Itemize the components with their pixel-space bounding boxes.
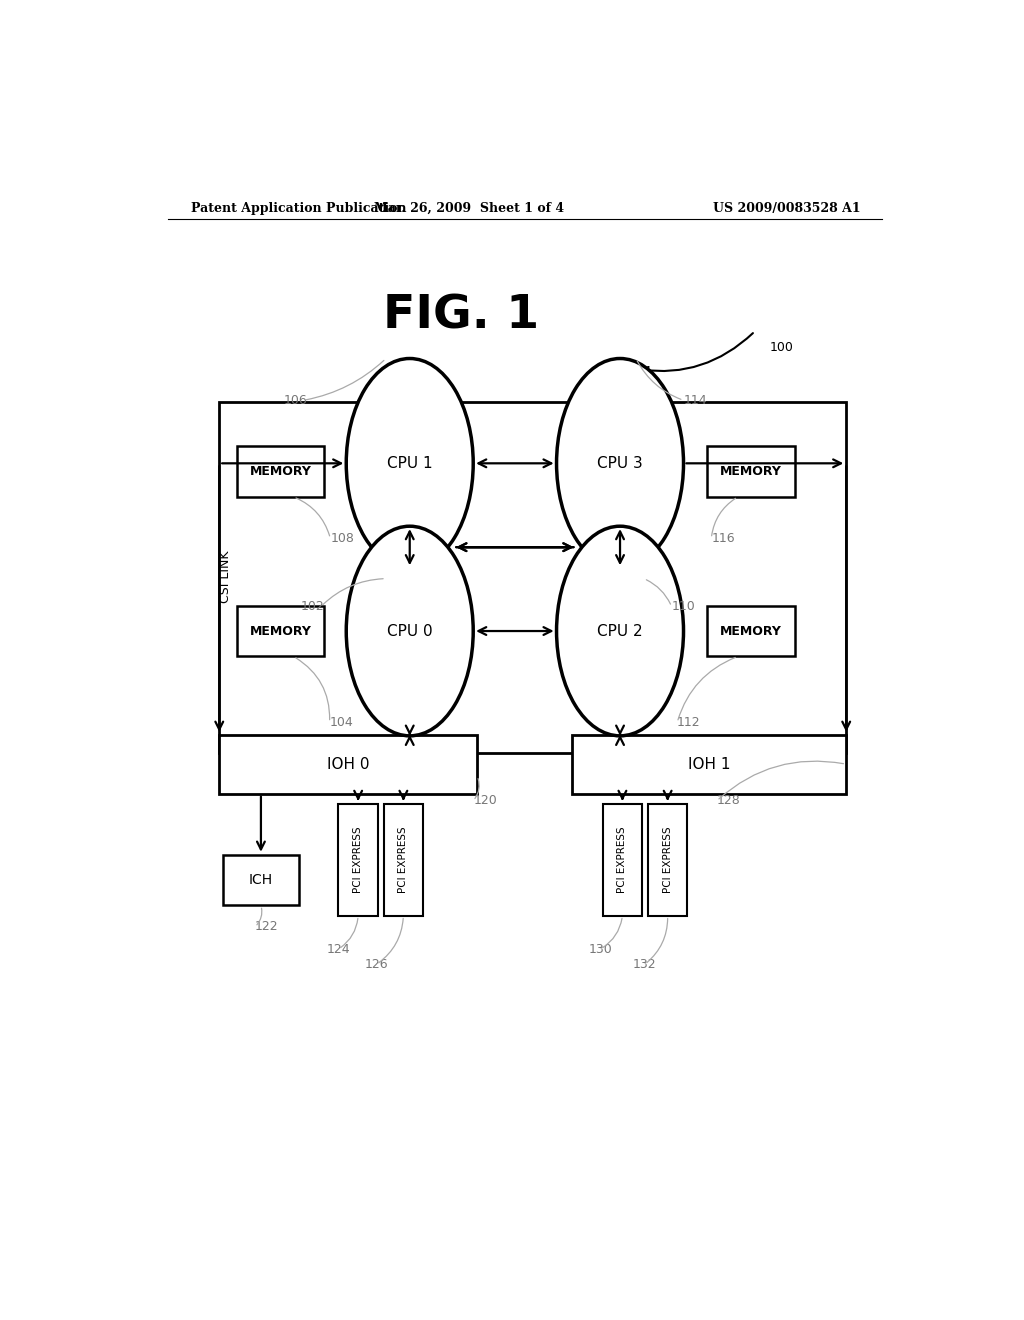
FancyBboxPatch shape xyxy=(338,804,378,916)
Text: 100: 100 xyxy=(769,341,794,354)
Text: 122: 122 xyxy=(255,920,279,933)
Text: MEMORY: MEMORY xyxy=(720,465,782,478)
Text: Mar. 26, 2009  Sheet 1 of 4: Mar. 26, 2009 Sheet 1 of 4 xyxy=(374,202,564,215)
Text: ICH: ICH xyxy=(249,873,273,887)
Text: PCI EXPRESS: PCI EXPRESS xyxy=(663,826,673,894)
FancyBboxPatch shape xyxy=(648,804,687,916)
Text: 110: 110 xyxy=(672,601,695,612)
Text: CPU 0: CPU 0 xyxy=(387,623,432,639)
Text: 104: 104 xyxy=(330,715,353,729)
Text: 124: 124 xyxy=(327,942,350,956)
Text: US 2009/0083528 A1: US 2009/0083528 A1 xyxy=(713,202,860,215)
Text: 130: 130 xyxy=(588,942,612,956)
Ellipse shape xyxy=(556,359,684,568)
Text: CPU 2: CPU 2 xyxy=(597,623,643,639)
Text: 126: 126 xyxy=(365,958,388,972)
Text: Patent Application Publication: Patent Application Publication xyxy=(191,202,407,215)
Ellipse shape xyxy=(346,359,473,568)
FancyBboxPatch shape xyxy=(237,446,324,496)
Text: CPU 1: CPU 1 xyxy=(387,455,432,471)
Text: 106: 106 xyxy=(284,393,307,407)
Text: PCI EXPRESS: PCI EXPRESS xyxy=(617,826,628,894)
FancyBboxPatch shape xyxy=(708,606,795,656)
FancyBboxPatch shape xyxy=(219,403,846,752)
Text: FIG. 1: FIG. 1 xyxy=(383,293,540,338)
Text: MEMORY: MEMORY xyxy=(250,624,311,638)
Text: 132: 132 xyxy=(633,958,656,972)
Ellipse shape xyxy=(346,527,473,735)
Text: 120: 120 xyxy=(473,795,497,808)
Text: MEMORY: MEMORY xyxy=(720,624,782,638)
Text: CSI LINK: CSI LINK xyxy=(219,550,232,603)
FancyBboxPatch shape xyxy=(223,854,299,906)
FancyBboxPatch shape xyxy=(572,735,846,793)
FancyBboxPatch shape xyxy=(219,735,477,793)
Text: PCI EXPRESS: PCI EXPRESS xyxy=(398,826,409,894)
Text: 112: 112 xyxy=(677,715,700,729)
Text: IOH 1: IOH 1 xyxy=(688,756,730,772)
FancyBboxPatch shape xyxy=(384,804,423,916)
Text: 128: 128 xyxy=(717,795,740,808)
Text: CPU 3: CPU 3 xyxy=(597,455,643,471)
Text: 114: 114 xyxy=(684,393,708,407)
Text: 102: 102 xyxy=(301,601,325,612)
Text: PCI EXPRESS: PCI EXPRESS xyxy=(353,826,364,894)
FancyBboxPatch shape xyxy=(237,606,324,656)
Text: MEMORY: MEMORY xyxy=(250,465,311,478)
FancyBboxPatch shape xyxy=(602,804,642,916)
Text: 108: 108 xyxy=(331,532,354,545)
Text: 116: 116 xyxy=(712,532,735,545)
Text: IOH 0: IOH 0 xyxy=(327,756,370,772)
FancyBboxPatch shape xyxy=(708,446,795,496)
Ellipse shape xyxy=(556,527,684,735)
